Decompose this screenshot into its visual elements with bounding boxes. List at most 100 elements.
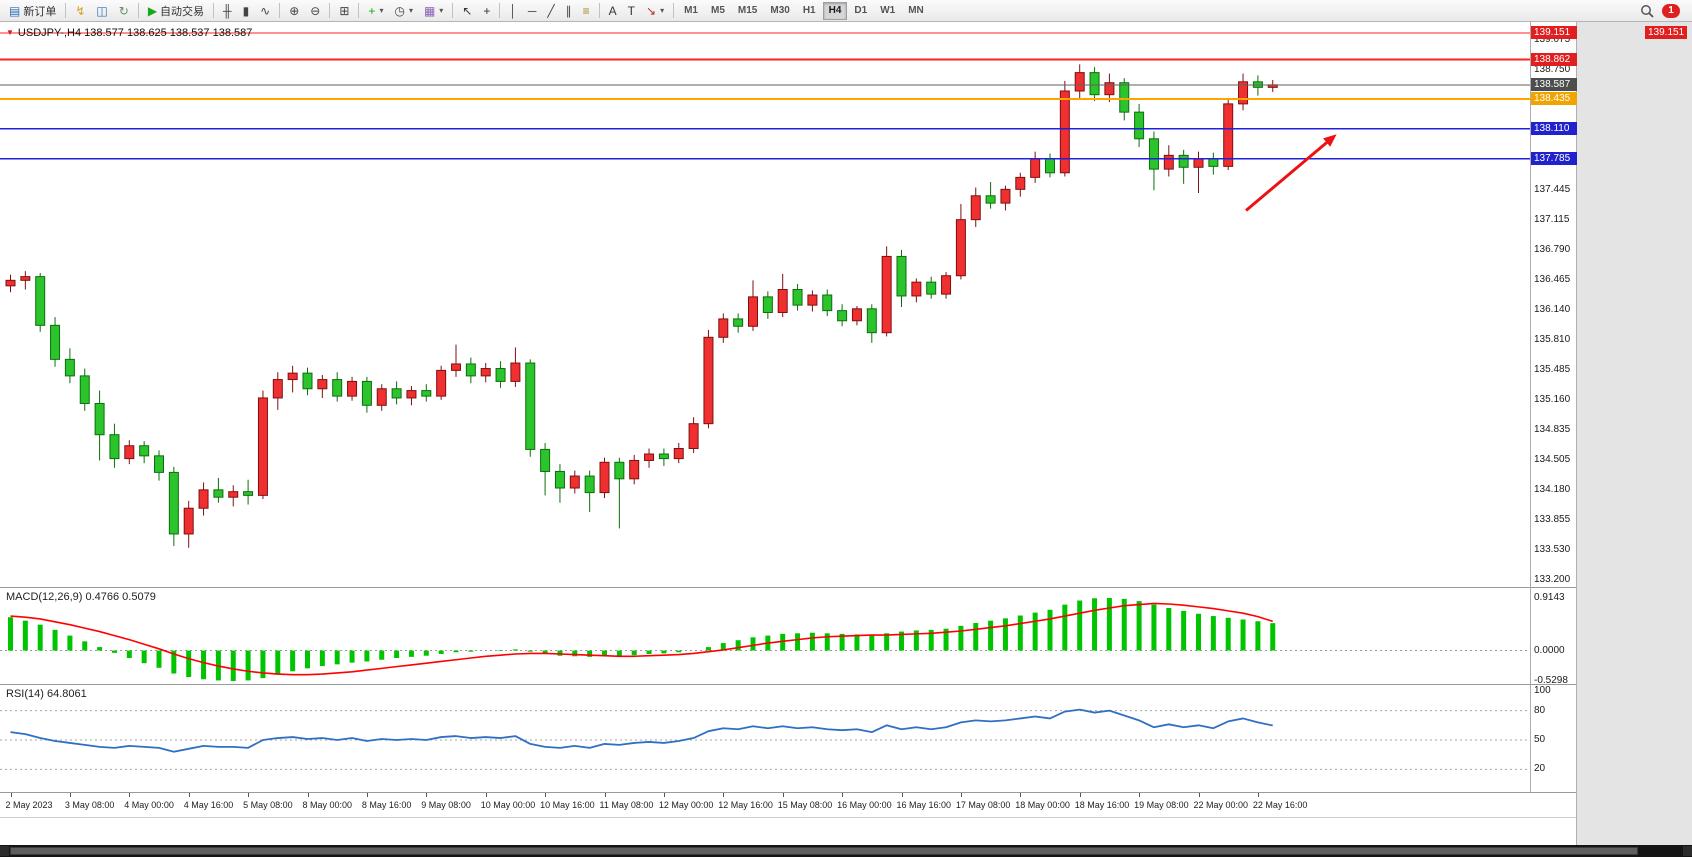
candle-body: [1015, 176, 1026, 190]
time-label: 18 May 16:00: [1074, 800, 1130, 810]
rsi-scale-label: 80: [1534, 704, 1546, 716]
market-watch-button[interactable]: ◫: [91, 1, 112, 21]
timeframe-h4[interactable]: H4: [822, 1, 848, 20]
horizontal-line-button[interactable]: ─: [523, 1, 542, 21]
candle-body: [109, 434, 120, 460]
time-label: 22 May 16:00: [1252, 800, 1308, 810]
time-label: 17 May 08:00: [955, 800, 1011, 810]
chevron-down-icon: ▾: [408, 6, 413, 15]
candle-body: [1000, 188, 1011, 204]
candle-body: [124, 445, 135, 460]
candle-body: [658, 453, 669, 460]
time-tick: [960, 793, 962, 797]
toolbar-separator: [137, 3, 139, 18]
timeframe-m30[interactable]: M30: [770, 5, 790, 16]
zoom-in-button[interactable]: ⊕: [284, 1, 304, 21]
scrollbar-right-cap[interactable]: [1683, 846, 1692, 856]
candle-body: [569, 475, 580, 489]
price-tick-label: 135.160: [1534, 393, 1571, 405]
templates-dropdown[interactable]: ▦ ▾: [419, 1, 448, 21]
price-axis: 139.075 138.750 137.445 137.115 136.790 136.4…: [1530, 22, 1577, 818]
notification-badge[interactable]: 1: [1662, 3, 1680, 18]
timeframe-m1[interactable]: M1: [684, 5, 698, 16]
time-tick: [129, 793, 131, 797]
candle-body: [718, 318, 729, 338]
arrows-dropdown[interactable]: ↘ ▾: [641, 1, 669, 21]
time-label: 11 May 08:00: [599, 800, 654, 810]
cursor-button[interactable]: ↖: [457, 1, 477, 21]
vertical-line-button[interactable]: │: [504, 1, 522, 21]
candle-body: [1178, 154, 1189, 168]
trend-arrow-line[interactable]: [1245, 138, 1332, 212]
candlestick-chart-button[interactable]: ▮: [238, 1, 255, 21]
toolbar-separator: [329, 3, 331, 18]
search-icon[interactable]: [1640, 4, 1654, 18]
candle-body: [599, 461, 610, 494]
charts-button[interactable]: ↯: [70, 1, 90, 21]
zoom-out-button[interactable]: ⊖: [305, 1, 325, 21]
symbol-ohlc-text: USDJPY-,H4 138.577 138.625 138.537 138.5…: [17, 27, 253, 39]
time-label: 2 May 2023: [5, 800, 53, 810]
candle-body: [20, 276, 31, 281]
toolbar-separator: [499, 3, 501, 18]
timeframe-h1[interactable]: H1: [802, 5, 816, 16]
timeframe-m15[interactable]: M15: [737, 5, 758, 16]
timeframe-w1[interactable]: W1: [880, 5, 896, 16]
macd-panel: [0, 588, 1530, 685]
candle-body: [35, 276, 46, 326]
market-watch-icon: ◫: [96, 3, 108, 18]
timeframe-mn[interactable]: MN: [908, 5, 924, 16]
rsi-scale-label: 100: [1534, 685, 1551, 696]
trend-arrow-head[interactable]: [1323, 134, 1337, 147]
candle-body: [451, 363, 461, 371]
channel-button[interactable]: ∥: [561, 1, 577, 21]
macd-scale-label: -0.5298: [1534, 674, 1568, 686]
candle-body: [376, 388, 387, 406]
time-tick: [663, 793, 665, 797]
autotrading-button[interactable]: ▶ 自动交易: [143, 1, 209, 21]
chevron-down-icon: ▾: [439, 6, 444, 15]
candle-body: [733, 318, 744, 327]
panel-divider: [0, 587, 1576, 588]
tile-windows-button[interactable]: ⊞: [334, 1, 354, 21]
candle-body: [154, 455, 164, 473]
indicators-dropdown[interactable]: + ▾: [363, 1, 388, 21]
tile-windows-icon: ⊞: [339, 3, 350, 18]
timeframe-m5[interactable]: M5: [711, 5, 725, 16]
horizontal-scrollbar[interactable]: [0, 845, 1692, 857]
candle-body: [287, 372, 298, 381]
text-icon: A: [608, 3, 617, 18]
time-tick: [366, 793, 368, 797]
timeframe-d1[interactable]: D1: [854, 5, 868, 16]
candle-body: [1089, 72, 1100, 96]
label-button[interactable]: T: [623, 1, 640, 21]
indicator-plus-icon: +: [368, 3, 376, 18]
time-tick: [307, 793, 309, 797]
bar-chart-button[interactable]: ╫: [218, 1, 237, 21]
price-badge: 139.151: [1531, 26, 1577, 39]
candle-body: [480, 368, 491, 377]
crosshair-button[interactable]: +: [478, 1, 495, 21]
time-label: 8 May 16:00: [361, 800, 412, 810]
time-label: 4 May 16:00: [183, 800, 234, 810]
candle-body: [79, 375, 90, 404]
fibonacci-button[interactable]: ≡: [578, 1, 595, 21]
candle-body: [1059, 90, 1070, 174]
text-button[interactable]: A: [604, 1, 622, 21]
periods-dropdown[interactable]: ◷ ▾: [389, 1, 418, 21]
time-tick: [782, 793, 784, 797]
new-order-button[interactable]: ▤ 新订单: [4, 1, 61, 21]
toolbar-right: 1: [1640, 3, 1688, 18]
trendline-button[interactable]: ╱: [542, 1, 559, 21]
price-tick-label: 133.855: [1534, 513, 1571, 525]
rsi-panel: [0, 685, 1530, 792]
macd-scale-label: 0.9143: [1534, 592, 1565, 603]
arrow-object-icon: ↘: [646, 3, 657, 18]
scrollbar-left-cap[interactable]: [0, 846, 9, 856]
line-chart-button[interactable]: ∿: [255, 1, 275, 21]
symbol-marker-icon: ▼: [6, 28, 14, 37]
scrollbar-thumb[interactable]: [10, 847, 1638, 855]
candle-body: [510, 362, 521, 382]
candle-body: [243, 491, 254, 496]
refresh-button[interactable]: ↻: [114, 1, 134, 21]
